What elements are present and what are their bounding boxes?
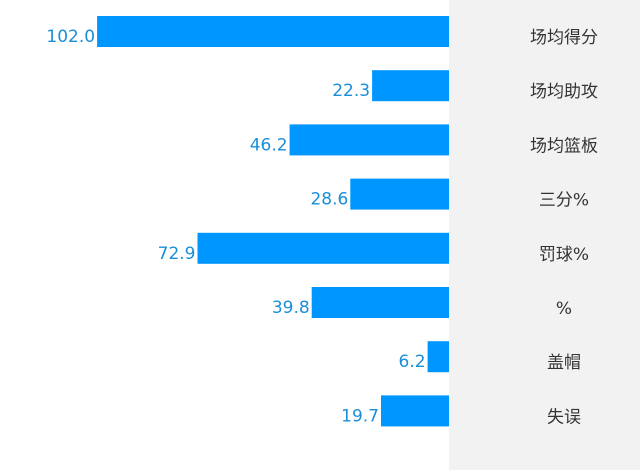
category-label-2: 场均助攻 xyxy=(530,82,598,102)
bar-8 xyxy=(381,395,449,427)
category-label-6: % xyxy=(556,299,572,319)
category-label-5: 罚球% xyxy=(539,245,589,265)
value-label-2: 22.3 xyxy=(332,81,370,101)
bar-3 xyxy=(289,124,449,156)
category-label-7: 盖帽 xyxy=(547,353,581,373)
category-label-8: 失误 xyxy=(547,407,581,427)
value-label-1: 102.0 xyxy=(46,27,95,47)
value-labels-layer: 102.0 22.3 46.2 28.6 72.9 39.8 6.2 19.7 xyxy=(46,27,425,426)
value-label-6: 39.8 xyxy=(272,298,310,318)
value-label-5: 72.9 xyxy=(158,244,196,264)
value-label-8: 19.7 xyxy=(341,406,379,426)
value-label-7: 6.2 xyxy=(399,352,426,372)
value-label-3: 46.2 xyxy=(250,135,288,155)
bar-4 xyxy=(350,178,449,210)
category-label-3: 场均篮板 xyxy=(530,136,598,156)
bar-5 xyxy=(197,232,449,264)
category-label-4: 三分% xyxy=(539,191,589,211)
bar-2 xyxy=(372,70,449,102)
bar-1 xyxy=(97,16,449,47)
bar-7 xyxy=(427,341,449,373)
category-label-1: 场均得分 xyxy=(530,28,598,48)
bars-layer xyxy=(97,16,449,427)
category-panel xyxy=(449,0,640,470)
value-label-4: 28.6 xyxy=(310,190,348,210)
bar-6 xyxy=(311,287,449,318)
